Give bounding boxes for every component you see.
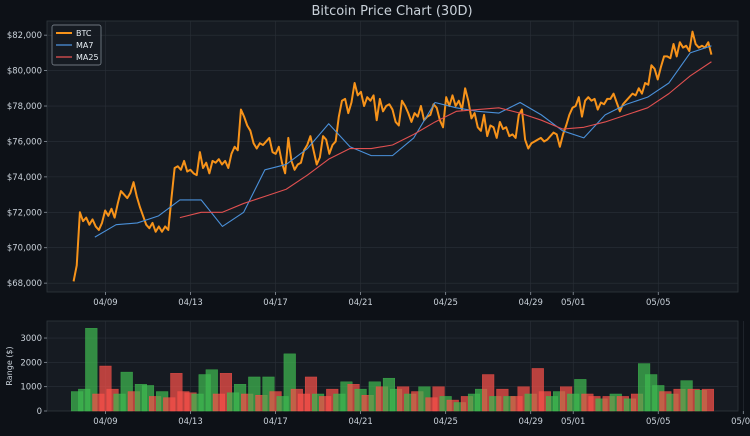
series-line-btc bbox=[72, 30, 713, 282]
legend: BTC MA7 MA25 bbox=[51, 24, 102, 66]
price-plot-area bbox=[46, 20, 739, 293]
price-y-tick-label: $78,000 bbox=[7, 102, 42, 112]
price-y-tick-label: $74,000 bbox=[7, 173, 42, 183]
volume-y-axis-label: Range ($) bbox=[5, 346, 14, 385]
price-y-tick-label: $70,000 bbox=[7, 244, 42, 254]
series-line-ma25 bbox=[179, 61, 712, 219]
price-x-tick-label: 04/17 bbox=[263, 298, 288, 308]
price-grid: $68,000 $70,000 $72,000 $74,000 $76,000 $78,0… bbox=[7, 21, 738, 308]
volume-x-tick-label: 04/25 bbox=[433, 417, 458, 427]
volume-bar-down bbox=[701, 388, 714, 412]
price-x-tick-label: 04/13 bbox=[178, 298, 203, 308]
volume-x-tick-label: 04/21 bbox=[348, 417, 373, 427]
volume-bar-up bbox=[248, 376, 261, 412]
volume-x-tick-label: 05/09 bbox=[731, 417, 750, 427]
volume-y-tick-label: 3000 bbox=[20, 334, 42, 344]
volume-bar-down bbox=[531, 368, 544, 412]
price-x-tick-label: 04/21 bbox=[348, 298, 373, 308]
legend-label-btc: BTC bbox=[76, 29, 92, 38]
volume-x-tick-label: 04/17 bbox=[263, 417, 288, 427]
price-x-tick-label: 04/25 bbox=[433, 298, 458, 308]
volume-bar-up bbox=[283, 353, 296, 412]
volume-bar-up bbox=[205, 369, 218, 412]
volume-bar-down bbox=[482, 374, 495, 412]
price-y-tick-label: $82,000 bbox=[7, 31, 42, 41]
volume-bar-up bbox=[85, 328, 98, 412]
volume-x-tick-label: 05/05 bbox=[646, 417, 671, 427]
price-y-tick-label: $72,000 bbox=[7, 208, 42, 218]
volume-y-tick-label: 0 bbox=[37, 407, 42, 417]
price-y-tick-label: $76,000 bbox=[7, 137, 42, 147]
price-x-tick-label: 05/05 bbox=[646, 298, 671, 308]
price-y-tick-label: $80,000 bbox=[7, 67, 42, 77]
price-x-tick-label: 04/29 bbox=[518, 298, 543, 308]
volume-grid: 0 1000 2000 3000 04/09 04/13 04/17 04/21 04/25 04… bbox=[20, 321, 750, 427]
volume-bar-down bbox=[219, 373, 232, 412]
price-x-tick-label: 04/09 bbox=[93, 298, 118, 308]
volume-bars bbox=[71, 328, 714, 412]
volume-x-tick-label: 04/13 bbox=[178, 417, 203, 427]
legend-label-ma25: MA25 bbox=[76, 53, 99, 62]
volume-bar-down bbox=[99, 365, 112, 412]
price-x-tick-label: 05/01 bbox=[561, 298, 586, 308]
series-line-ma7 bbox=[94, 45, 712, 238]
legend-label-ma7: MA7 bbox=[76, 41, 93, 50]
chart-title: Bitcoin Price Chart (30D) bbox=[311, 4, 472, 19]
price-y-tick-label: $68,000 bbox=[7, 279, 42, 289]
volume-y-tick-label: 2000 bbox=[20, 358, 42, 368]
volume-x-tick-label: 04/29 bbox=[518, 417, 543, 427]
volume-y-tick-label: 1000 bbox=[20, 383, 42, 393]
volume-x-tick-label: 05/01 bbox=[561, 417, 586, 427]
legend-box bbox=[51, 24, 102, 66]
volume-x-tick-label: 04/09 bbox=[93, 417, 118, 427]
